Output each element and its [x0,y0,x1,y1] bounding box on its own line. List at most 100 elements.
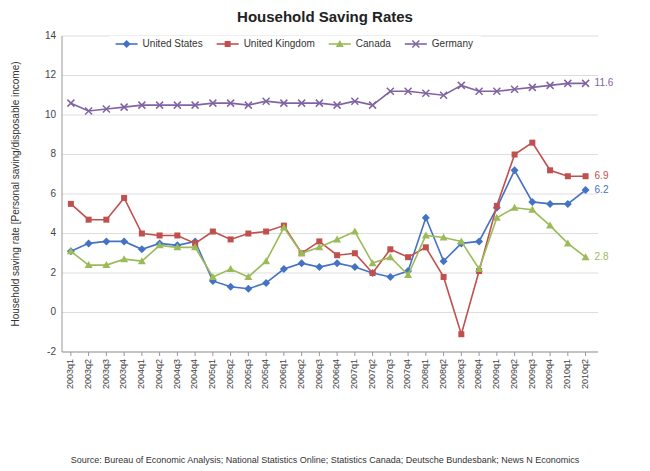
point [85,239,93,247]
x-tick [266,352,267,356]
y-tick-label: 2 [50,267,56,278]
point [228,236,234,242]
point [387,246,393,252]
x-tick [88,352,89,356]
point [227,265,235,272]
point [68,201,74,207]
end-label: 6.9 [595,170,609,181]
point [582,80,589,87]
x-tick [354,352,355,356]
x-tick [177,352,178,356]
point [386,253,394,260]
x-tick [532,352,533,356]
x-tick [319,352,320,356]
end-label: 2.8 [595,251,609,262]
point [121,104,128,111]
x-tick [514,352,515,356]
y-axis-label: Household saving rate [Personal saving/d… [10,61,21,326]
point [369,259,377,266]
y-tick-label: -2 [47,346,56,357]
y-tick-label: 12 [45,69,57,80]
point [209,100,216,107]
point [423,244,429,250]
x-tick [106,352,107,356]
point [262,279,270,287]
source: Source: Bureau of Economic Analysis; Nat… [71,455,580,465]
point [441,274,447,280]
point [67,247,75,254]
legend-marker [336,40,344,47]
x-axis [62,352,598,353]
x-tick-label: 2009q1 [491,359,501,389]
legend-label: Canada [356,38,391,49]
x-tick-label: 2008q1 [420,359,430,389]
point [546,200,554,208]
x-tick-label: 2006q2 [296,359,306,389]
point [298,100,305,107]
legend-label: Germany [432,38,473,49]
point [547,82,554,89]
point [547,167,553,173]
plot-data [67,80,590,337]
x-tick [70,352,71,356]
x-tick-label: 2010q1 [562,359,572,389]
point [192,102,199,109]
point [210,229,216,235]
grid-line [62,312,598,313]
point [564,80,571,87]
point [173,241,181,249]
x-tick [301,352,302,356]
legend-marker [412,41,419,48]
y-tick-label: 6 [50,188,56,199]
point [103,217,109,223]
x-tick [443,352,444,356]
point [405,254,411,260]
point [298,259,306,267]
point [564,239,572,246]
point [458,331,464,337]
legend-label: United States [143,38,203,49]
x-tick-label: 2003q1 [65,359,75,389]
point [440,257,448,265]
end-label: 6.2 [595,184,609,195]
point [476,88,483,95]
point [85,261,93,268]
point [85,108,92,115]
x-tick-label: 2008q4 [473,359,483,389]
x-tick [124,352,125,356]
point [528,198,536,206]
point [173,243,181,250]
x-tick [283,352,284,356]
point [244,285,252,293]
y-tick-label: 0 [50,306,56,317]
point [120,237,128,245]
y-tick-label: 4 [50,227,56,238]
point [387,88,394,95]
series-line [71,208,586,277]
point [156,102,163,109]
x-tick-label: 2007q4 [402,359,412,389]
x-tick-label: 2009q2 [509,359,519,389]
point [422,231,430,238]
x-tick [337,352,338,356]
y-axis [62,36,63,352]
x-tick-label: 2003q2 [83,359,93,389]
point [457,237,465,244]
x-tick-label: 2010q2 [580,359,590,389]
point [440,233,448,240]
x-tick [390,352,391,356]
point [511,166,519,174]
x-tick-label: 2005q1 [207,359,217,389]
y-tick-label: 10 [45,109,57,120]
point [315,243,323,250]
point [494,203,500,209]
x-tick-label: 2005q2 [225,359,235,389]
x-tick-label: 2003q4 [118,359,128,389]
point [370,270,376,276]
grid-line [62,194,598,195]
x-tick [479,352,480,356]
point [351,263,359,271]
x-tick [461,352,462,356]
point [512,152,518,158]
point [86,217,92,223]
